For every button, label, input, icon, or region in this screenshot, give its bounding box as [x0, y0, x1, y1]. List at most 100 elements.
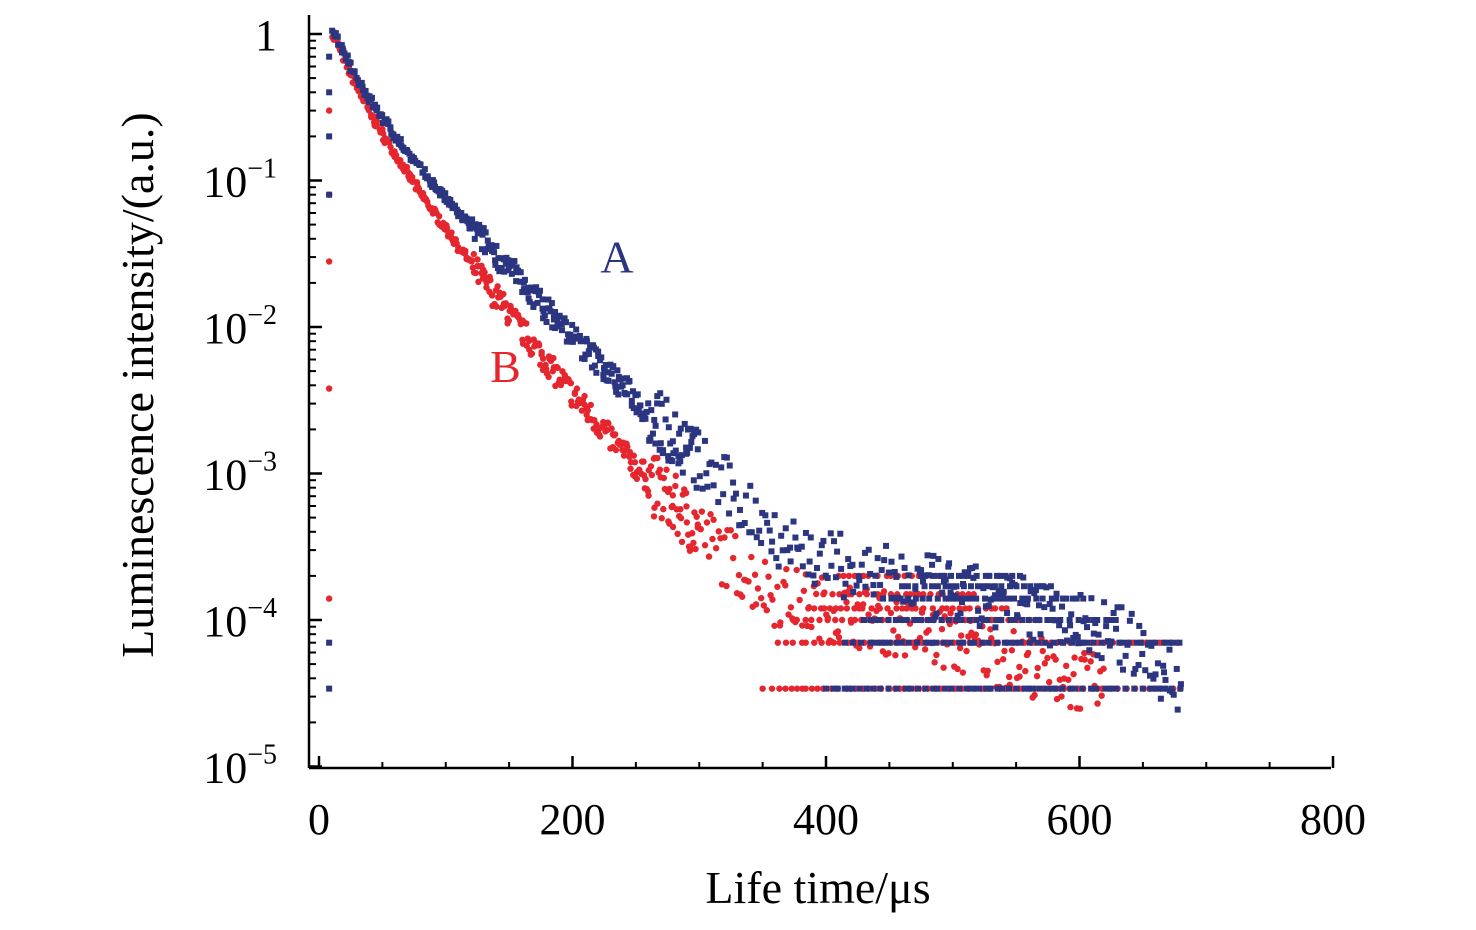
data-point — [830, 685, 837, 692]
data-point — [912, 605, 919, 612]
data-point — [635, 406, 642, 413]
data-point — [1046, 601, 1053, 608]
data-point — [1007, 583, 1014, 590]
data-point — [623, 440, 630, 447]
data-point — [937, 572, 944, 579]
data-point — [1017, 639, 1024, 646]
data-point — [1125, 639, 1132, 646]
data-point — [1037, 631, 1044, 638]
data-point — [760, 602, 768, 609]
data-point — [964, 685, 971, 692]
data-point — [325, 258, 333, 265]
data-point — [863, 685, 870, 692]
data-point — [947, 572, 954, 579]
data-point — [845, 572, 853, 580]
data-point — [435, 213, 443, 220]
data-point — [608, 425, 615, 432]
data-point — [479, 231, 486, 238]
data-point — [999, 685, 1006, 692]
data-point — [1170, 691, 1177, 698]
data-point — [560, 316, 567, 323]
data-point — [967, 639, 974, 646]
data-point — [963, 647, 970, 655]
data-point — [326, 133, 333, 140]
data-point — [385, 120, 392, 127]
data-point — [677, 458, 684, 465]
data-point — [732, 490, 739, 497]
data-point — [828, 562, 835, 569]
data-point — [608, 370, 615, 377]
data-point — [600, 376, 607, 383]
data-point — [1053, 595, 1060, 602]
data-point — [674, 530, 681, 538]
data-point — [1103, 617, 1110, 623]
data-point — [834, 628, 842, 635]
data-point — [511, 258, 518, 265]
y-tick-label: 10−4 — [203, 593, 277, 646]
data-point — [1130, 670, 1137, 677]
data-point — [477, 224, 484, 231]
data-point — [946, 595, 953, 602]
data-point — [1026, 685, 1033, 692]
x-tick-label: 400 — [793, 795, 859, 844]
data-point — [1076, 705, 1084, 712]
data-point — [567, 331, 574, 338]
data-point — [492, 257, 499, 264]
data-point — [758, 539, 765, 546]
data-point — [870, 685, 877, 692]
data-point — [1071, 654, 1078, 661]
x-tick-label: 200 — [540, 795, 606, 844]
data-point — [935, 556, 942, 563]
data-point — [569, 338, 576, 345]
data-point — [905, 595, 912, 602]
data-point — [973, 617, 980, 623]
data-point — [1168, 685, 1175, 692]
data-point — [469, 224, 476, 231]
data-point — [1012, 639, 1019, 646]
data-point — [1106, 639, 1113, 646]
data-point — [1065, 676, 1072, 683]
data-point — [1005, 639, 1012, 646]
data-point — [1036, 617, 1043, 623]
data-point — [1041, 604, 1048, 611]
data-point — [904, 583, 911, 590]
data-point — [545, 296, 552, 303]
data-point — [703, 470, 710, 477]
data-point — [787, 604, 795, 611]
data-point — [1067, 685, 1074, 692]
data-point — [1005, 685, 1012, 692]
data-point — [333, 33, 340, 40]
data-point — [925, 627, 932, 634]
data-point — [494, 283, 501, 290]
data-point — [1047, 583, 1054, 590]
data-point — [482, 249, 489, 256]
data-point — [1049, 685, 1056, 692]
data-point — [344, 52, 351, 59]
data-point — [886, 639, 893, 646]
data-point — [774, 583, 781, 590]
data-point — [957, 595, 964, 602]
data-point — [1050, 639, 1057, 646]
data-point — [892, 652, 899, 659]
data-point — [1162, 685, 1169, 692]
data-point — [805, 605, 812, 612]
data-point — [900, 598, 907, 605]
data-point — [552, 308, 559, 315]
data-point — [925, 572, 932, 579]
data-point — [914, 639, 921, 646]
data-point — [903, 617, 910, 623]
data-point — [856, 685, 863, 692]
series-labels: BA — [490, 232, 634, 393]
data-point — [1031, 590, 1038, 597]
data-point — [1100, 665, 1107, 672]
data-point — [865, 611, 872, 618]
data-point — [1128, 610, 1135, 617]
data-point — [947, 589, 954, 596]
data-point — [808, 623, 815, 631]
data-point — [995, 587, 1002, 594]
data-point — [1027, 588, 1034, 595]
data-point — [771, 512, 778, 519]
data-point — [811, 639, 818, 646]
data-point — [834, 685, 841, 692]
data-point — [972, 563, 979, 570]
